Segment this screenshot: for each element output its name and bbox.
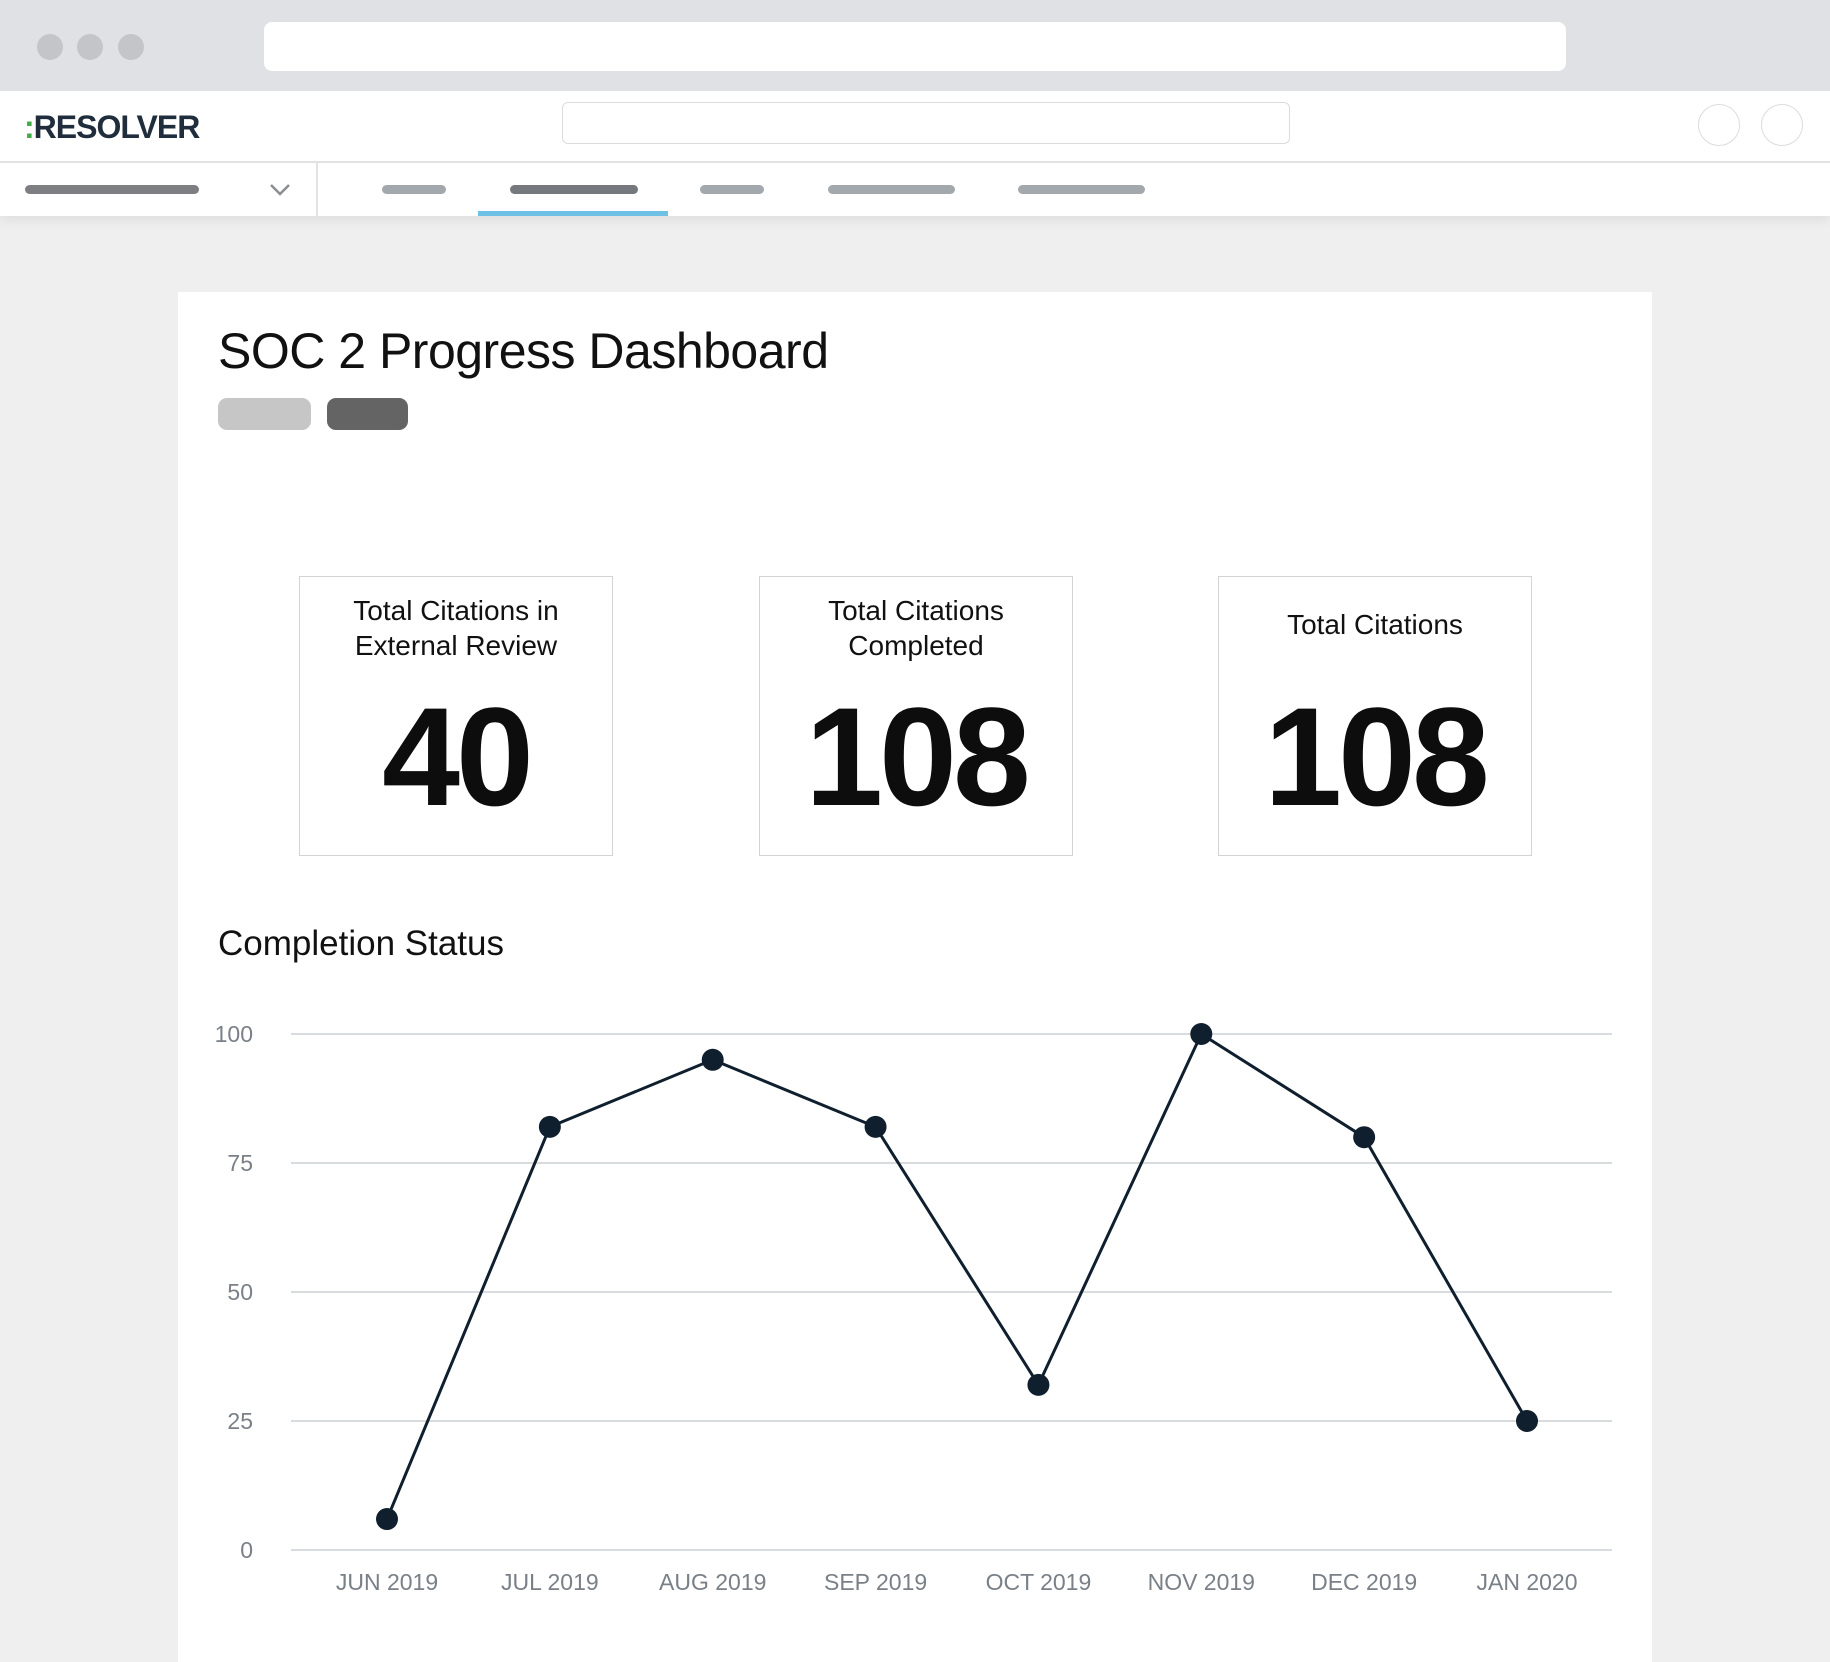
- data-point: [864, 1115, 887, 1138]
- x-tick-label: JUL 2019: [501, 1569, 599, 1595]
- workspace-selector-placeholder: [25, 185, 199, 194]
- data-point: [1027, 1373, 1050, 1396]
- x-tick-label: JAN 2020: [1476, 1569, 1577, 1595]
- y-tick-label: 50: [227, 1279, 253, 1305]
- y-tick-label: 0: [240, 1537, 253, 1563]
- completion-status-title: Completion Status: [218, 924, 504, 963]
- app-header: :RESOLVER: [0, 91, 1830, 163]
- y-tick-label: 75: [227, 1150, 253, 1176]
- filter-pill-light[interactable]: [218, 398, 311, 430]
- data-point: [1353, 1126, 1376, 1149]
- completion-status-chart: 0 25 50 75 100 JUN 2019 JUL 2019 AUG 2019 SEP 20…: [215, 1021, 1612, 1595]
- header-action-button[interactable]: [1698, 104, 1740, 146]
- x-tick-label: SEP 2019: [824, 1569, 927, 1595]
- metric-label: Total Citations: [1287, 609, 1463, 640]
- nav-tab-1-placeholder: [382, 185, 446, 194]
- page-title: SOC 2 Progress Dashboard: [218, 323, 829, 379]
- nav-tab-2-placeholder: [510, 185, 638, 194]
- chevron-down-icon[interactable]: [266, 175, 294, 203]
- window-close-dot[interactable]: [37, 34, 63, 60]
- metric-label: Total Citations in External Review: [353, 595, 559, 661]
- metric-card-external-review: Total Citations in External Review 40: [299, 576, 613, 856]
- nav-tab-3-placeholder: [700, 185, 764, 194]
- window-minimize-dot[interactable]: [77, 34, 103, 60]
- x-tick-label: DEC 2019: [1311, 1569, 1417, 1595]
- filter-pill-dark[interactable]: [327, 398, 408, 430]
- data-point: [701, 1048, 724, 1071]
- x-tick-label: JUN 2019: [336, 1569, 438, 1595]
- data-point: [1516, 1410, 1538, 1432]
- x-tick-label: NOV 2019: [1148, 1569, 1255, 1595]
- logo-colon: :: [24, 109, 35, 145]
- logo-text: RESOLVER: [33, 109, 201, 145]
- active-tab-underline: [478, 211, 668, 216]
- metric-card-total: Total Citations 108: [1218, 576, 1532, 856]
- x-tick-label: AUG 2019: [659, 1569, 766, 1595]
- data-point: [1190, 1023, 1213, 1045]
- browser-address-bar[interactable]: [264, 22, 1566, 71]
- nav-tab-3[interactable]: [696, 163, 768, 216]
- nav-tab-2-active[interactable]: [478, 163, 668, 216]
- nav-tab-4[interactable]: [824, 163, 956, 216]
- nav-tab-5-placeholder: [1018, 185, 1145, 194]
- metric-label: Total Citations Completed: [828, 595, 1004, 661]
- metric-value: 108: [805, 678, 1031, 835]
- metric-value: 108: [1264, 678, 1490, 835]
- metric-card-completed: Total Citations Completed 108: [759, 576, 1073, 856]
- y-tick-label: 25: [227, 1408, 253, 1434]
- resolver-logo[interactable]: :RESOLVER: [24, 107, 201, 147]
- browser-chrome: [0, 0, 1830, 91]
- nav-tab-4-placeholder: [828, 185, 955, 194]
- y-tick-label: 100: [215, 1021, 253, 1047]
- series-line: [385, 1032, 1529, 1520]
- nav-tab-5[interactable]: [1014, 163, 1146, 216]
- metric-value: 40: [382, 678, 534, 835]
- nav-bar: [0, 163, 1830, 216]
- data-point: [376, 1508, 398, 1531]
- user-avatar-button[interactable]: [1761, 104, 1803, 146]
- data-point: [538, 1115, 561, 1138]
- dashboard-panel: SOC 2 Progress Dashboard Total Citations…: [178, 292, 1652, 1662]
- x-tick-label: OCT 2019: [986, 1569, 1092, 1595]
- workspace-selector[interactable]: [0, 163, 318, 216]
- nav-tab-1[interactable]: [378, 163, 450, 216]
- global-search-input[interactable]: [562, 102, 1290, 144]
- window-maximize-dot[interactable]: [118, 34, 144, 60]
